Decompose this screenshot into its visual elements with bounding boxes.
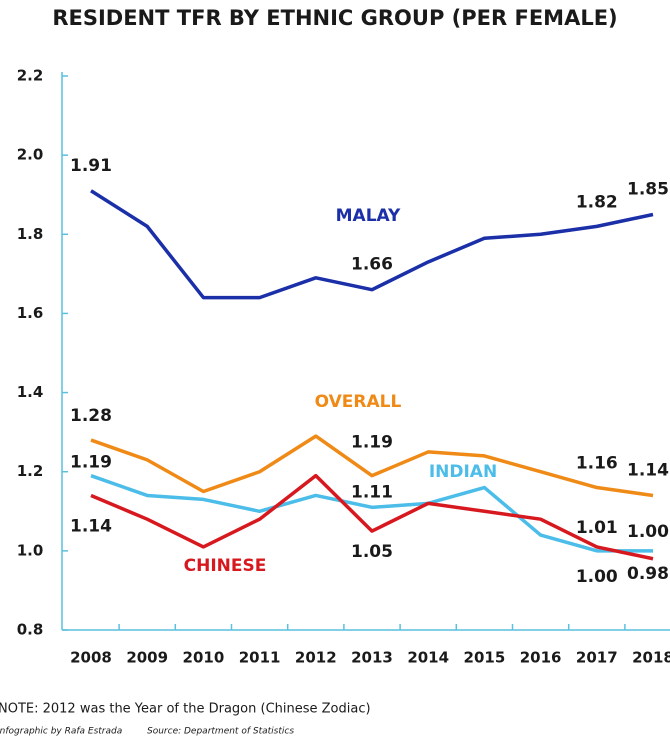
value-label: 0.98 — [627, 564, 669, 584]
x-tick-label: 2009 — [126, 649, 168, 667]
x-tick-label: 2010 — [183, 649, 225, 667]
series-name: OVERALL — [315, 392, 402, 412]
x-tick-label: 2011 — [239, 649, 281, 667]
value-label: 1.05 — [351, 542, 393, 562]
y-tick-label: 1.2 — [17, 462, 44, 480]
x-tick-label: 2013 — [351, 649, 393, 667]
value-label: 1.19 — [351, 433, 393, 453]
value-label: 1.82 — [576, 192, 618, 212]
series-line — [90, 474, 653, 553]
series-line — [90, 473, 654, 561]
value-label: 1.00 — [576, 567, 618, 587]
value-label: 1.14 — [70, 516, 112, 536]
chart-title: RESIDENT TFR BY ETHNIC GROUP (PER FEMALE… — [52, 6, 617, 30]
x-tick-label: 2018 — [632, 649, 670, 667]
value-label: 1.16 — [576, 454, 618, 474]
x-tick-label: 2017 — [576, 649, 618, 667]
y-tick-label: 1.0 — [17, 541, 44, 559]
x-tick-label: 2016 — [520, 649, 562, 667]
value-label: 1.11 — [351, 482, 393, 502]
y-tick-label: 0.8 — [17, 621, 44, 639]
value-label: 1.14 — [627, 460, 669, 480]
value-label: 1.66 — [351, 255, 393, 275]
y-tick-label: 1.8 — [17, 225, 44, 243]
series-line — [90, 189, 654, 300]
series-name: CHINESE — [184, 556, 267, 576]
value-label: 1.00 — [627, 522, 669, 542]
y-tick-label: 1.6 — [17, 304, 44, 322]
value-label: 1.85 — [627, 180, 669, 200]
y-tick-label: 1.4 — [17, 383, 44, 401]
value-label: 1.19 — [70, 453, 112, 473]
series-name: INDIAN — [429, 462, 497, 482]
x-tick-label: 2015 — [464, 649, 506, 667]
y-tick-label: 2.0 — [17, 146, 44, 164]
y-tick-label: 2.2 — [17, 67, 44, 85]
series-line — [90, 434, 654, 498]
x-tick-label: 2014 — [407, 649, 449, 667]
value-label: 1.28 — [70, 406, 112, 426]
credit: Infographic by Rafa Estrada — [0, 727, 122, 737]
note: NOTE: 2012 was the Year of the Dragon (C… — [0, 702, 371, 717]
value-label: 1.91 — [70, 156, 112, 176]
x-tick-label: 2008 — [70, 649, 112, 667]
x-tick-label: 2012 — [295, 649, 337, 667]
source: Source: Department of Statistics — [147, 727, 294, 737]
value-label: 1.01 — [576, 518, 618, 538]
series-name: MALAY — [336, 206, 401, 226]
